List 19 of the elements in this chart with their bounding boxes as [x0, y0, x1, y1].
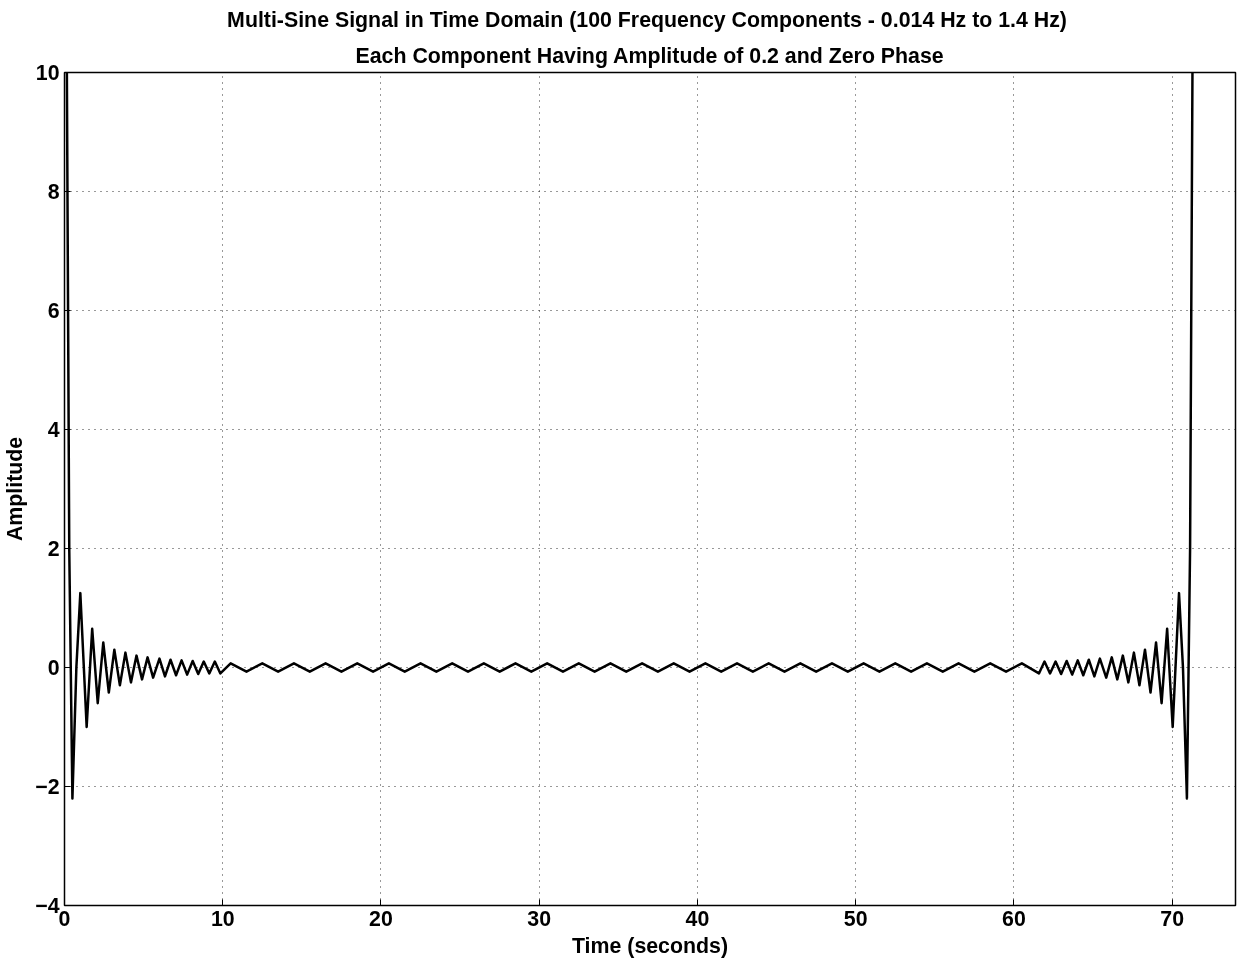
y-tick-label: 2 — [47, 537, 60, 561]
x-tick-label: 70 — [1160, 906, 1185, 931]
y-axis-title: Amplitude — [3, 436, 28, 542]
x-tick-label: 40 — [685, 906, 710, 931]
chart-subtitle: Each Component Having Amplitude of 0.2 and Zero Phase — [355, 43, 944, 68]
y-tick-label: 10 — [35, 61, 60, 85]
x-tick-label: 30 — [527, 906, 552, 931]
y-tick-label: −4 — [35, 894, 60, 918]
y-tick-label: 4 — [47, 418, 60, 442]
y-tick-label: 6 — [47, 299, 60, 323]
x-tick-label: 60 — [1002, 906, 1026, 931]
y-tick-label: 8 — [47, 180, 60, 204]
chart-title: Multi-Sine Signal in Time Domain (100 Frequency Components - 0.014 Hz to 1.4 Hz) — [227, 7, 1067, 32]
y-tick-label: 0 — [47, 656, 60, 680]
x-tick-label: 50 — [843, 906, 868, 931]
y-tick-label: −2 — [35, 775, 60, 799]
x-tick-label: 20 — [369, 906, 393, 931]
x-axis-title: Time (seconds) — [571, 933, 729, 958]
x-tick-label: 10 — [210, 906, 235, 931]
